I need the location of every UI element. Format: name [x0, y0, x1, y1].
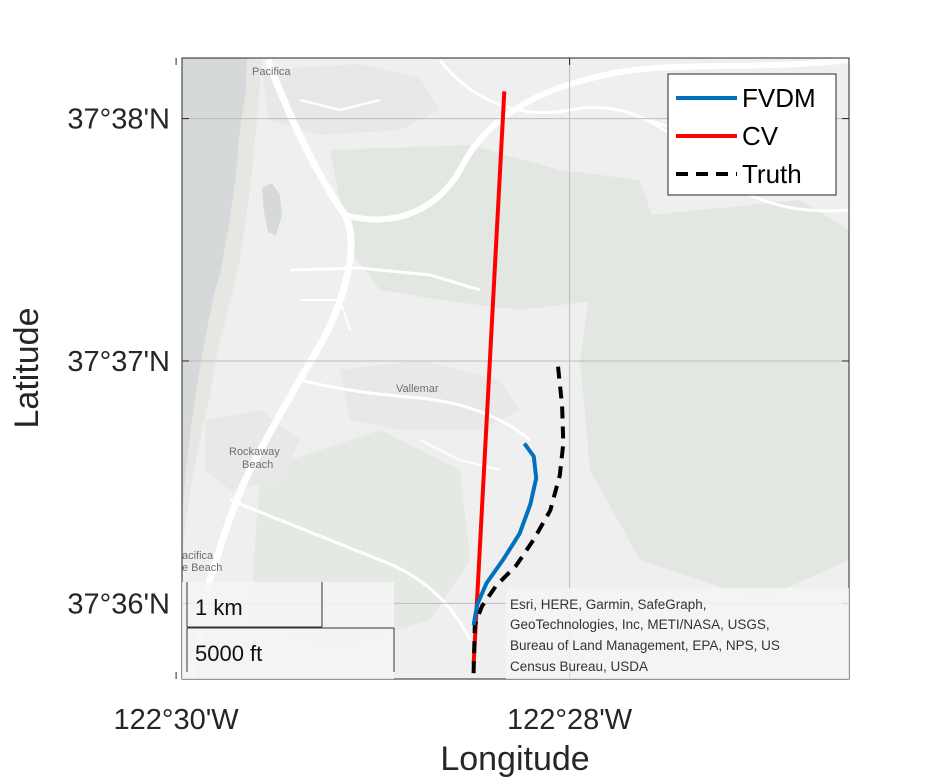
- map-label-rockaway: Rockaway: [229, 446, 280, 458]
- legend-label-truth: Truth: [742, 159, 802, 189]
- y-tick-label-0: 37°38'N: [67, 104, 170, 136]
- road-minor: [299, 99, 501, 471]
- legend-label-fvdm: FVDM: [742, 83, 816, 113]
- urban-rockaway: [205, 410, 300, 490]
- tick-layer: 122°30'W 122°28'W 37°38'N 37°37'N 37°36'N: [67, 58, 849, 736]
- road-linda-mar: [289, 266, 481, 292]
- legend-label-cv: CV: [742, 121, 779, 151]
- attribution-box: [506, 588, 849, 679]
- scale-bar-ft-label: 5000 ft: [195, 641, 262, 666]
- attribution-line-2: GeoTechnologies, Inc, METI/NASA, USGS,: [510, 617, 770, 632]
- y-tick-label-2: 37°36'N: [67, 588, 170, 620]
- series-line-cv: [471, 91, 507, 665]
- lake: [262, 183, 282, 235]
- series-line-truth: [471, 360, 566, 674]
- attribution-line-3: Bureau of Land Management, EPA, NPS, US: [510, 638, 780, 653]
- attribution-line-1: Esri, HERE, Garmin, SafeGraph,: [510, 597, 707, 612]
- y-axis-label: Latitude: [8, 308, 46, 429]
- series-line-fvdm: [471, 442, 539, 626]
- map-label-vallemar: Vallemar: [396, 383, 439, 395]
- map-label-pacifica-state-beach-2: e Beach: [182, 562, 222, 574]
- park-north: [330, 145, 660, 310]
- scale-bar-box: [182, 582, 394, 679]
- legend: FVDM CV Truth: [667, 73, 837, 196]
- x-axis-label: Longitude: [440, 740, 589, 778]
- x-tick-label-0: 122°30'W: [114, 704, 240, 736]
- scale-bar: 1 km 5000 ft: [182, 582, 395, 679]
- urban-north: [262, 64, 440, 135]
- attribution-line-4: Census Bureau, USDA: [510, 659, 648, 674]
- series-layer: [471, 91, 566, 674]
- road-north: [438, 59, 849, 213]
- x-tick-label-1: 122°28'W: [507, 704, 633, 736]
- highway-2: [344, 58, 849, 223]
- scale-bar-km-label: 1 km: [195, 595, 243, 620]
- map-label-pacifica-state-beach-1: acifica: [182, 550, 214, 562]
- attribution: Esri, HERE, Garmin, SafeGraph, GeoTechno…: [506, 588, 849, 679]
- beach-strip: [182, 58, 262, 560]
- road-vallemar: [299, 378, 531, 442]
- map-label-beach: Beach: [242, 459, 273, 471]
- ocean: [182, 58, 247, 520]
- y-tick-label-1: 37°37'N: [67, 346, 170, 378]
- road-south: [229, 498, 472, 641]
- park-east: [580, 200, 849, 600]
- urban-vallemar: [340, 360, 520, 430]
- map-label-pacifica: Pacifica: [252, 66, 291, 78]
